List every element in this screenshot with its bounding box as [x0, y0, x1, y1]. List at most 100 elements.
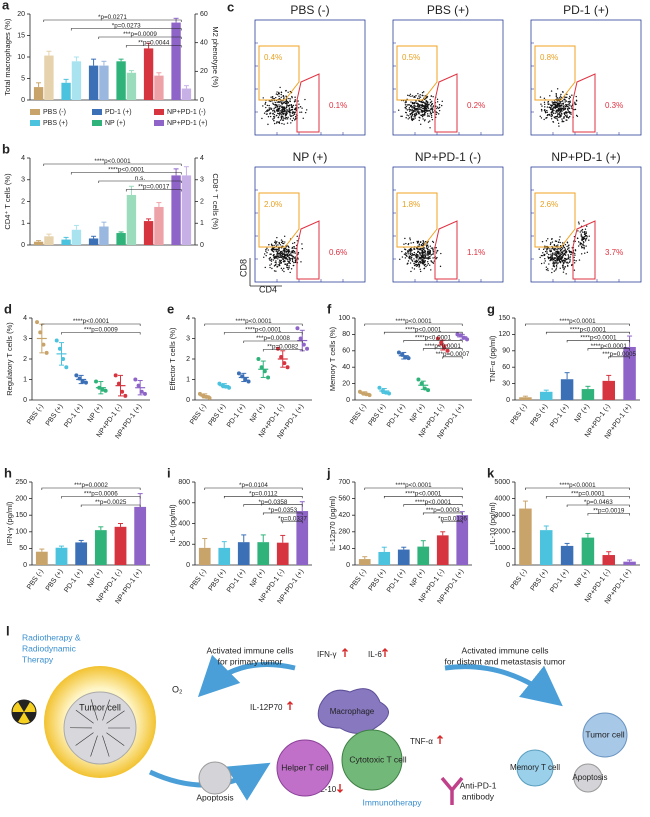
- y-tick-label: 20: [342, 380, 350, 387]
- event: [410, 95, 412, 97]
- event: [424, 263, 427, 266]
- event: [285, 253, 288, 255]
- event: [291, 247, 293, 250]
- error-bar: [173, 17, 179, 23]
- y-tick-label: 1: [21, 220, 25, 227]
- event: [569, 101, 571, 104]
- event: [555, 255, 558, 257]
- event: [559, 101, 561, 103]
- event: [288, 111, 291, 114]
- event: [416, 242, 419, 244]
- p-value: ***p=0.0009: [123, 31, 157, 38]
- p-value: ****p<0.0001: [559, 318, 596, 325]
- event: [269, 115, 272, 118]
- event: [269, 100, 272, 102]
- p-value: ****p<0.0001: [405, 490, 442, 497]
- bar: [75, 542, 88, 565]
- diagram-text: Memory T cell: [510, 763, 560, 772]
- radiation-line: [106, 710, 125, 724]
- data-point: [113, 373, 118, 378]
- event: [582, 246, 584, 249]
- event: [581, 253, 583, 255]
- data-point: [227, 385, 232, 390]
- event: [278, 264, 281, 266]
- event: [432, 241, 435, 244]
- apoptotic-cell: [573, 763, 603, 793]
- event: [282, 242, 284, 245]
- event: [272, 254, 275, 256]
- event: [416, 105, 418, 108]
- event: [296, 235, 298, 238]
- event: [272, 102, 274, 104]
- event: [420, 260, 422, 263]
- change-arrow: [337, 784, 343, 793]
- event: [280, 267, 283, 270]
- event: [540, 103, 542, 105]
- panel-letter: k: [487, 465, 495, 480]
- event: [566, 245, 568, 248]
- event: [551, 114, 553, 116]
- error-bar: [137, 493, 143, 507]
- p-value: ****p<0.0001: [395, 318, 432, 325]
- event: [550, 115, 552, 118]
- legend-label: PBS (-): [43, 109, 66, 116]
- event: [275, 122, 278, 124]
- p-value: *p=0.0271: [98, 14, 127, 21]
- event: [285, 118, 287, 120]
- event-dots: [399, 237, 442, 273]
- event: [275, 250, 277, 252]
- event: [568, 261, 571, 263]
- event: [555, 260, 558, 262]
- event: [431, 118, 434, 121]
- event: [404, 254, 407, 256]
- legend-swatch: [30, 109, 40, 115]
- event: [271, 96, 274, 98]
- event: [298, 107, 300, 109]
- event: [283, 242, 285, 245]
- event: [421, 250, 423, 253]
- event: [418, 97, 420, 99]
- event: [418, 260, 421, 263]
- p-value: ****p<0.0001: [591, 343, 628, 350]
- bar: [560, 545, 574, 565]
- event: [425, 245, 428, 248]
- event: [404, 104, 407, 106]
- event: [581, 236, 583, 238]
- event: [422, 91, 425, 93]
- event: [544, 106, 546, 108]
- p-value: ***p=0.0005: [602, 351, 636, 358]
- event: [432, 111, 434, 113]
- event: [288, 260, 290, 263]
- panel-letter: f: [327, 301, 332, 316]
- error-bar: [440, 531, 446, 536]
- event: [550, 250, 553, 253]
- event: [413, 268, 416, 270]
- event: [280, 115, 283, 118]
- event: [422, 107, 424, 110]
- event: [416, 265, 418, 267]
- comparison-bracket: [80, 504, 141, 507]
- event: [273, 113, 276, 116]
- event: [559, 103, 561, 105]
- event-dots: [397, 91, 443, 129]
- error-bar: [564, 542, 570, 546]
- event: [565, 258, 568, 261]
- y-tick-label: 0: [21, 242, 25, 249]
- event: [432, 249, 434, 251]
- event: [565, 105, 568, 107]
- event: [422, 94, 424, 97]
- event: [425, 244, 428, 246]
- p-value: *p=0.0104: [239, 482, 268, 489]
- event: [278, 249, 280, 252]
- error-bar: [118, 523, 123, 527]
- event: [405, 108, 407, 110]
- p-value: **p=0.0082: [267, 344, 299, 351]
- event: [273, 270, 276, 272]
- event: [543, 97, 546, 100]
- data-point: [139, 389, 144, 394]
- event: [405, 242, 407, 245]
- cd4-gate: [296, 73, 320, 133]
- event: [568, 97, 570, 100]
- data-point: [259, 365, 264, 370]
- event: [415, 101, 417, 103]
